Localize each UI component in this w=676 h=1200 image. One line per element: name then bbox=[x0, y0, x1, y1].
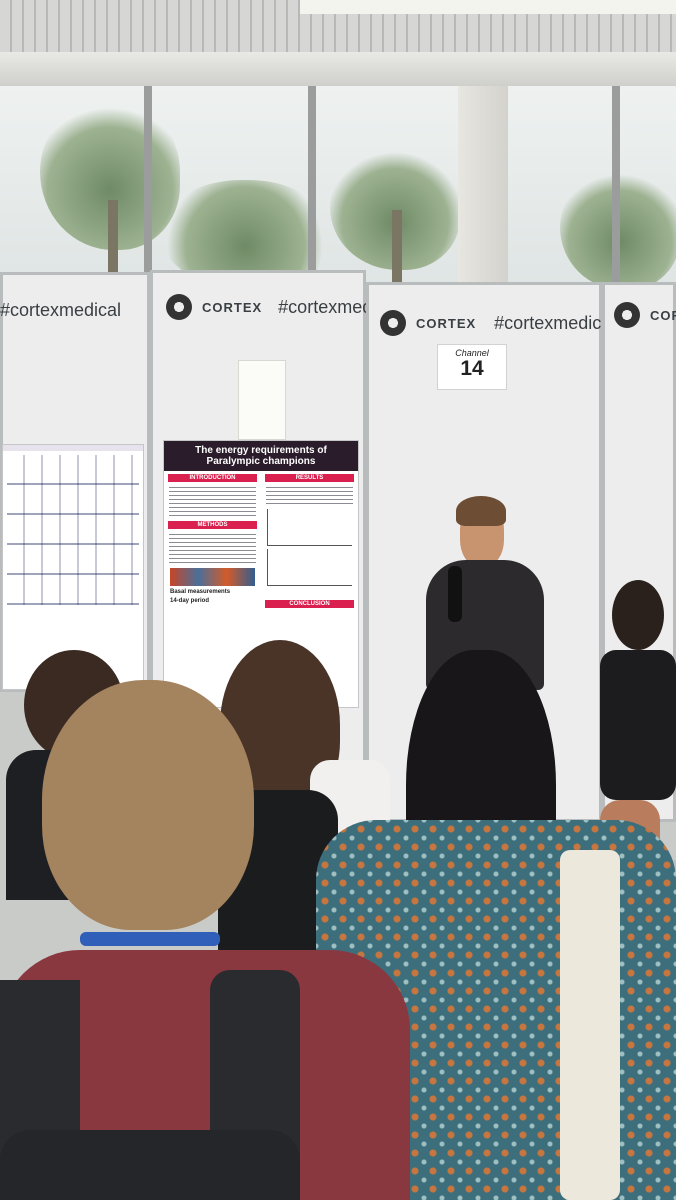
poster-text-block bbox=[169, 531, 256, 565]
channel-number: 14 bbox=[460, 357, 484, 380]
poster-section-results: RESULTS bbox=[265, 474, 354, 482]
attendee-hair bbox=[612, 580, 664, 650]
board-logo: CORTEX bbox=[416, 315, 477, 331]
poster-text-block bbox=[266, 484, 353, 506]
board-hashtag: #cortexmedical bbox=[0, 300, 122, 320]
tote-bag bbox=[560, 850, 620, 1200]
poster-right-column: RESULTS CONCLUSION bbox=[261, 471, 358, 610]
board-branding: #cortexmedical bbox=[0, 300, 121, 321]
board-logo: CORTEX bbox=[650, 307, 676, 323]
poster-line-plot bbox=[267, 509, 352, 546]
board-hashtag: #cortexmedical bbox=[494, 312, 616, 333]
board-branding: CORTEX #cortexmedical bbox=[166, 294, 399, 320]
ceiling-panel bbox=[0, 52, 676, 86]
poster-text-block bbox=[169, 484, 256, 518]
poster-section-methods: METHODS bbox=[168, 521, 257, 529]
ceiling-light-strip bbox=[300, 0, 676, 14]
cortex-logo-icon bbox=[614, 302, 640, 328]
board-branding: CORTEX bbox=[614, 302, 676, 328]
lanyard bbox=[80, 932, 220, 946]
poster-photo-strip bbox=[170, 568, 255, 586]
poster-section-conclusion: CONCLUSION bbox=[265, 600, 354, 608]
left-poster-charts bbox=[7, 455, 139, 605]
poster-section-intro: INTRODUCTION bbox=[168, 474, 257, 482]
poster-columns: INTRODUCTION METHODS Basal measurements … bbox=[164, 471, 358, 610]
column bbox=[458, 86, 508, 286]
attendee-foreground bbox=[0, 680, 420, 1200]
channel-label: Channel bbox=[455, 348, 489, 358]
presenter-hair bbox=[456, 496, 506, 526]
palm-trunk bbox=[392, 210, 402, 290]
board-logo: CORTEX bbox=[202, 299, 263, 315]
window-frame bbox=[144, 86, 152, 286]
attendee-head bbox=[42, 680, 254, 930]
attendee-top bbox=[600, 650, 676, 800]
cortex-logo-icon bbox=[166, 294, 192, 320]
board-branding: CORTEX #cortexmedical bbox=[380, 310, 615, 336]
poster-scatter-plot bbox=[267, 549, 352, 586]
left-poster-header bbox=[3, 445, 143, 451]
left-poster bbox=[2, 444, 144, 690]
poster-subheading: Basal measurements bbox=[170, 589, 231, 595]
pinned-note bbox=[238, 360, 286, 440]
microphone bbox=[448, 566, 462, 622]
window-frame bbox=[308, 86, 316, 286]
window-frame bbox=[612, 86, 620, 286]
channel-card: Channel 14 bbox=[437, 344, 507, 390]
backpack bbox=[0, 1130, 300, 1200]
palm-trunk bbox=[108, 200, 118, 280]
poster-left-column: INTRODUCTION METHODS Basal measurements … bbox=[164, 471, 261, 610]
poster-title: The energy requirements of Paralympic ch… bbox=[164, 441, 358, 471]
poster-subheading: 14-day period bbox=[170, 598, 210, 604]
cortex-logo-icon bbox=[380, 310, 406, 336]
